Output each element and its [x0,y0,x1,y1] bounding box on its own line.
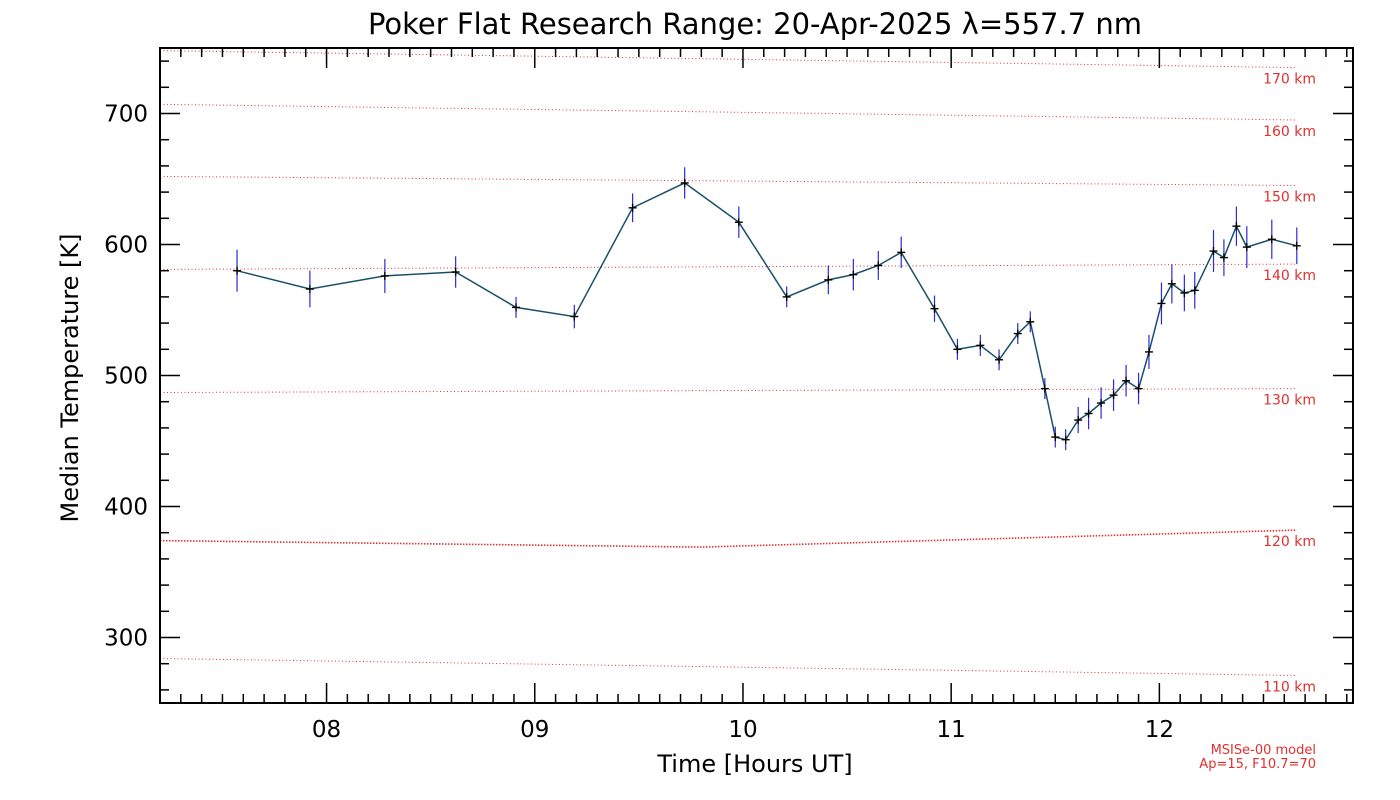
ref-line-label: 160 km [1263,124,1316,140]
data-point [1074,416,1083,425]
ref-line-label: 150 km [1263,190,1316,206]
tick-labels: 08 09 10 11 12 300 400 500 600 700 [104,102,1174,744]
data-point [976,341,985,350]
ref-line-label: 130 km [1263,393,1316,409]
model-note: MSISe-00 model [1211,743,1316,758]
data-point [1040,384,1049,393]
ref-line-label: 170 km [1263,72,1316,88]
data-point [1242,243,1251,252]
data-point [628,203,637,212]
data-point [930,304,939,313]
data-point [1180,288,1189,297]
x-tick-label: 10 [728,717,757,743]
y-tick-label: 300 [104,626,148,652]
y-axis-label: Median Temperature [K] [56,233,84,522]
data-point [233,266,242,275]
data-point [1109,391,1118,400]
data-point [1026,317,1035,326]
data-point [824,275,833,284]
ref-line-170-km [159,50,1297,69]
ref-line-label: 110 km [1263,679,1316,695]
data-point [1267,235,1276,244]
data-point [1157,299,1166,308]
data-point [1167,279,1176,288]
data-point [782,292,791,301]
data-point [1061,435,1070,444]
data-point [849,270,858,279]
data-point [734,218,743,227]
ref-line-label: 120 km [1263,534,1316,550]
data-point [570,312,579,321]
ref-line-140-km [159,263,1297,270]
x-axis-label: Time [Hours UT] [656,750,852,778]
y-tick-label: 400 [104,495,148,521]
data-point [305,285,314,294]
data-point [680,178,689,187]
data-point [1190,286,1199,295]
data-point [953,345,962,354]
plot-frame [159,47,1354,704]
chart-title: Poker Flat Research Range: 20-Apr-2025 λ… [368,7,1142,41]
model-params-note: Ap=15, F10.7=70 [1199,757,1316,772]
ref-line-120-km [159,529,1297,548]
data-point [874,261,883,270]
y-tick-label: 600 [104,233,148,259]
data-point [1097,399,1106,408]
x-tick-label: 11 [937,717,966,743]
x-tick-label: 08 [312,717,341,743]
data-point [1013,329,1022,338]
axis-ticks [159,48,1353,703]
data-point [1209,247,1218,256]
data-point [512,303,521,312]
y-tick-label: 700 [104,102,148,128]
model-altitude-lines: 110 km 120 km 130 km 140 km 150 km 160 km 170 … [159,50,1316,695]
data-point [1144,347,1153,356]
x-tick-label: 09 [520,717,549,743]
temperature-series [236,182,1297,441]
data-point [995,355,1004,364]
data-point [1051,433,1060,442]
data-point [380,271,389,280]
series-line [236,182,1297,441]
x-tick-label: 12 [1145,717,1174,743]
data-point [1219,253,1228,262]
data-point [1122,376,1131,385]
data-point [1134,384,1143,393]
error-bars [236,167,1298,451]
ref-line-160-km [159,103,1297,121]
data-point [451,268,460,277]
data-markers [233,178,1301,444]
data-point [1292,241,1301,250]
y-tick-label: 500 [104,364,148,390]
ref-line-150-km [159,175,1297,186]
data-point [1084,409,1093,418]
ref-line-110-km [159,658,1297,676]
data-point [897,248,906,257]
ref-line-130-km [159,388,1297,393]
ref-line-label: 140 km [1263,268,1316,284]
data-point [1232,222,1241,231]
